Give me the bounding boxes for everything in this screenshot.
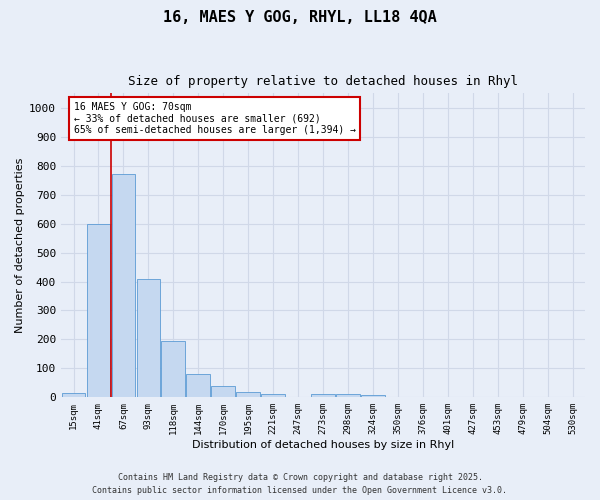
Text: 16, MAES Y GOG, RHYL, LL18 4QA: 16, MAES Y GOG, RHYL, LL18 4QA [163,10,437,25]
Bar [361,395,385,398]
Bar [211,386,235,398]
Bar [311,394,335,398]
Bar [137,278,160,398]
Title: Size of property relative to detached houses in Rhyl: Size of property relative to detached ho… [128,75,518,88]
Bar [62,393,85,398]
Bar [86,224,110,398]
Y-axis label: Number of detached properties: Number of detached properties [15,158,25,333]
Bar [336,394,360,398]
Bar [187,374,210,398]
Bar [236,392,260,398]
Bar [261,394,285,398]
Text: 16 MAES Y GOG: 70sqm
← 33% of detached houses are smaller (692)
65% of semi-deta: 16 MAES Y GOG: 70sqm ← 33% of detached h… [74,102,356,135]
Bar [161,341,185,398]
X-axis label: Distribution of detached houses by size in Rhyl: Distribution of detached houses by size … [192,440,454,450]
Text: Contains HM Land Registry data © Crown copyright and database right 2025.
Contai: Contains HM Land Registry data © Crown c… [92,474,508,495]
Bar [112,174,135,398]
